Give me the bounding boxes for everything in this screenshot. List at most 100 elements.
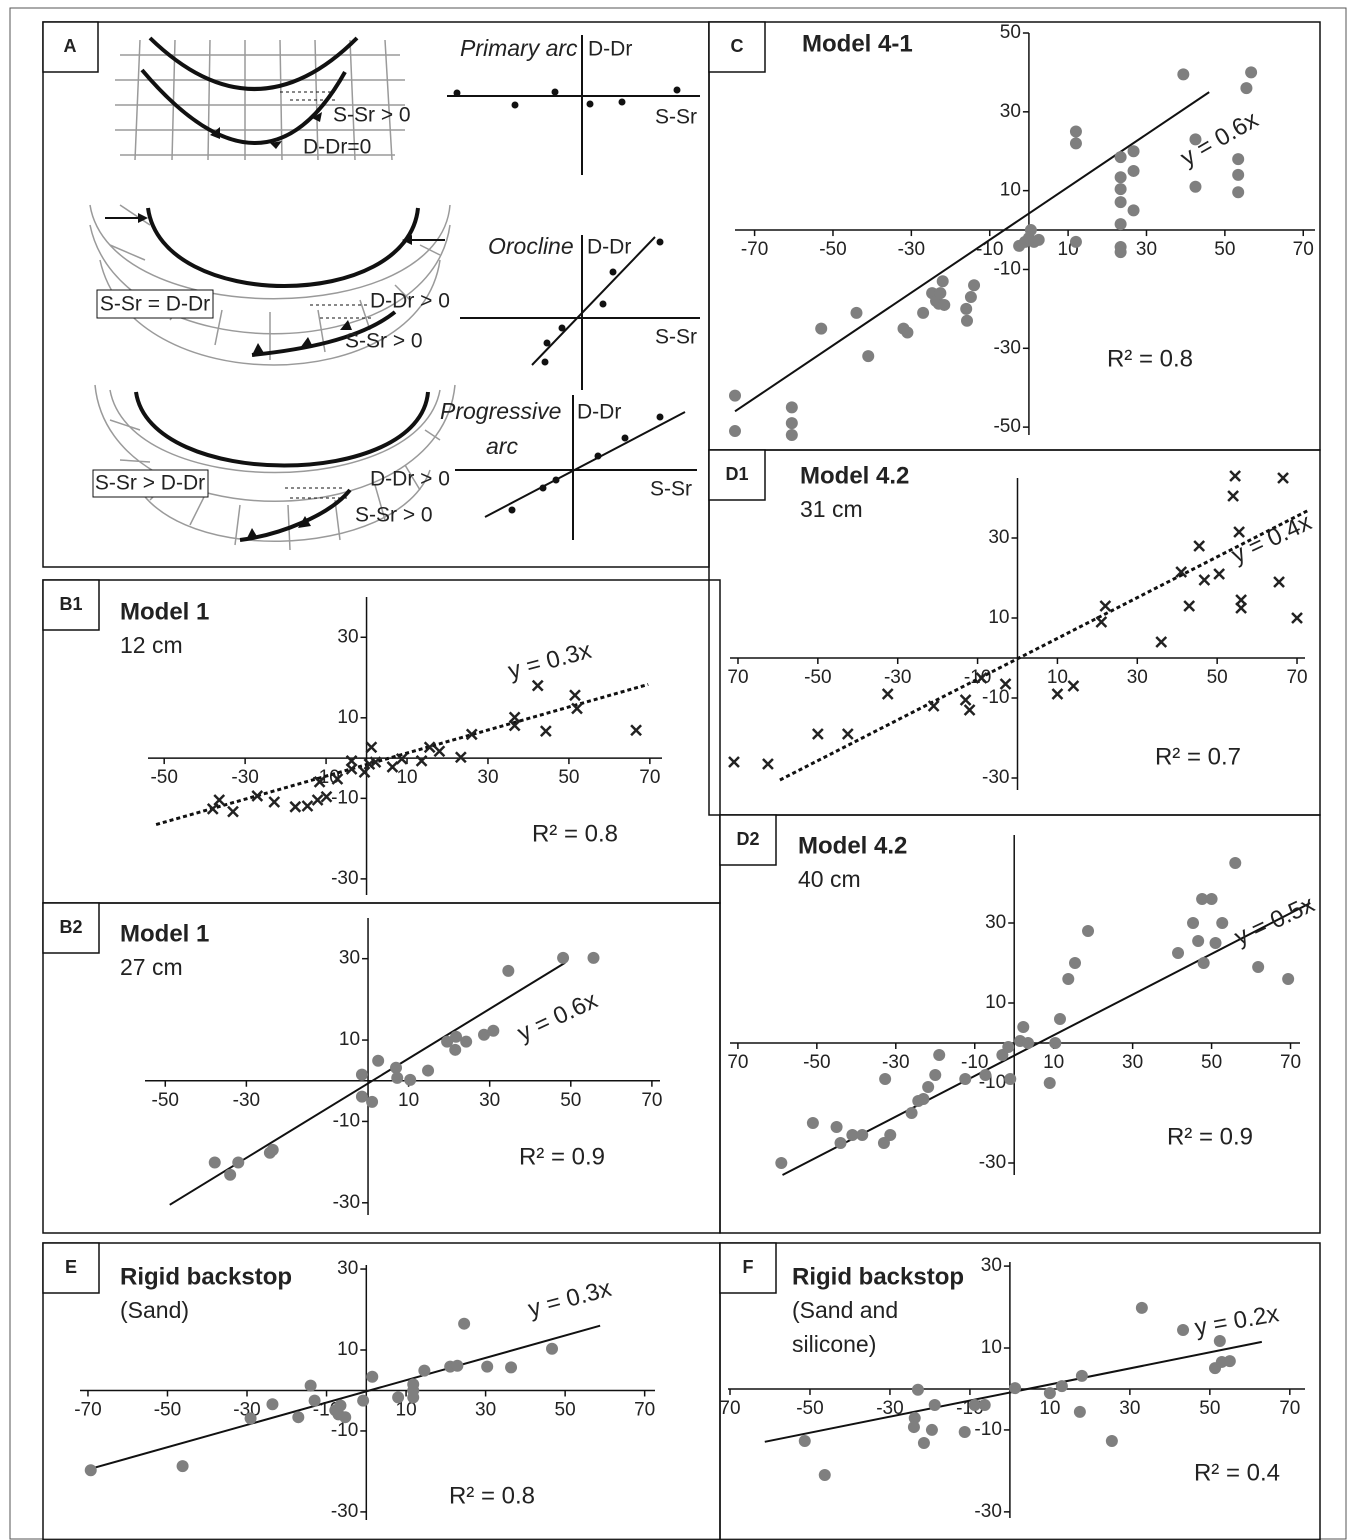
data-point — [224, 1169, 236, 1181]
data-point — [404, 1074, 416, 1086]
data-point — [313, 795, 323, 805]
data-point — [1115, 183, 1127, 195]
data-point — [856, 1129, 868, 1141]
x-tick-label: -30 — [882, 1052, 909, 1073]
data-point — [1236, 603, 1246, 613]
data-point — [901, 327, 913, 339]
y-tick-label: -50 — [993, 416, 1020, 437]
sketch-dots — [454, 87, 681, 109]
x-tick-label: -50 — [803, 1052, 830, 1073]
data-point — [934, 287, 946, 299]
y-tick-label: -10 — [331, 787, 358, 808]
x-tick-label: 30 — [479, 1090, 500, 1111]
data-point — [1232, 186, 1244, 198]
data-point — [1240, 82, 1252, 94]
data-point — [305, 1380, 317, 1392]
y-tick-label: 30 — [981, 1255, 1002, 1276]
x-tick-label: 30 — [1127, 667, 1148, 688]
note: D-Dr=0 — [303, 136, 371, 159]
data-point — [1245, 66, 1257, 78]
data-point — [879, 1073, 891, 1085]
x-tick-label: -50 — [804, 667, 831, 688]
y-tick-label: 30 — [1000, 101, 1021, 122]
arc — [148, 208, 418, 286]
x-tick-label: 10 — [1043, 1052, 1064, 1073]
x-tick-label: -70 — [74, 1399, 101, 1420]
x-tick-label: -50 — [796, 1398, 823, 1419]
data-point — [1002, 1041, 1014, 1053]
sketch-title: arc — [486, 433, 518, 459]
chart-title: Model 4-1 — [802, 30, 913, 57]
data-point — [1229, 857, 1241, 869]
data-point — [356, 1091, 368, 1103]
data-point — [959, 1426, 971, 1438]
data-point — [177, 1460, 189, 1472]
data-point — [1033, 234, 1045, 246]
y-tick-label: -30 — [331, 868, 358, 889]
data-point — [1194, 541, 1204, 551]
data-point — [960, 303, 972, 315]
x-tick-label: 50 — [1201, 1052, 1222, 1073]
data-point — [786, 429, 798, 441]
fit-label: y = 0.3x — [525, 1275, 614, 1323]
data-point — [912, 1384, 924, 1396]
data-point — [1274, 577, 1284, 587]
sketch-title: Primary arc — [460, 35, 578, 61]
note: D-Dr > 0 — [370, 290, 450, 313]
arc — [150, 38, 357, 89]
data-point — [813, 729, 823, 739]
data-point — [1100, 601, 1110, 611]
y-tick-label: 30 — [985, 912, 1006, 933]
chart-subtitle: 27 cm — [120, 954, 183, 980]
data-point — [917, 1093, 929, 1105]
data-point — [1009, 1382, 1021, 1394]
y-tick-label: 10 — [981, 1337, 1002, 1358]
panel-border — [709, 22, 1320, 450]
note: S-Sr > D-Dr — [95, 472, 205, 495]
x-tick-label: -50 — [819, 239, 846, 260]
x-tick-label: -70 — [741, 239, 768, 260]
data-point — [884, 1129, 896, 1141]
y-tick-label: -10 — [974, 1419, 1001, 1440]
data-point — [1096, 617, 1106, 627]
data-point — [366, 1371, 378, 1383]
data-point — [372, 1055, 384, 1067]
data-point — [918, 1437, 930, 1449]
data-point — [321, 792, 331, 802]
x-tick-label: 70 — [727, 1052, 748, 1073]
data-point — [883, 689, 893, 699]
panel-border — [43, 580, 720, 903]
arc — [136, 392, 428, 466]
axis-label: S-Sr — [650, 478, 692, 501]
chart-panel: FRigid backstop(Sand andsilicone)70-50-3… — [719, 1243, 1320, 1540]
data-point — [1076, 1370, 1088, 1382]
y-tick-label: 10 — [337, 707, 358, 728]
data-point — [1206, 893, 1218, 905]
data-point — [232, 1157, 244, 1169]
x-tick-label: 50 — [1199, 1398, 1220, 1419]
data-point — [1025, 224, 1037, 236]
data-point — [209, 1157, 221, 1169]
data-point — [309, 1395, 321, 1407]
sketch-title: Progressive — [440, 398, 561, 424]
x-tick-label: -30 — [884, 667, 911, 688]
x-tick-label: 10 — [396, 767, 417, 788]
y-tick-label: -30 — [993, 337, 1020, 358]
r2-label: R² = 0.8 — [449, 1482, 535, 1509]
fit-label: y = 0.6x — [513, 987, 601, 1047]
axis-label: D-Dr — [588, 38, 632, 61]
data-point — [917, 307, 929, 319]
x-tick-label: 70 — [1279, 1398, 1300, 1419]
data-point — [968, 279, 980, 291]
chart-title: Rigid backstop — [120, 1263, 292, 1290]
data-point — [843, 729, 853, 739]
data-point — [965, 291, 977, 303]
data-point — [799, 1435, 811, 1447]
x-tick-label: 10 — [1039, 1398, 1060, 1419]
data-point — [965, 705, 975, 715]
data-point — [302, 801, 312, 811]
y-tick-label: 30 — [988, 527, 1009, 548]
x-tick-label: 50 — [1207, 667, 1228, 688]
data-point — [959, 1073, 971, 1085]
data-point — [1106, 1435, 1118, 1447]
